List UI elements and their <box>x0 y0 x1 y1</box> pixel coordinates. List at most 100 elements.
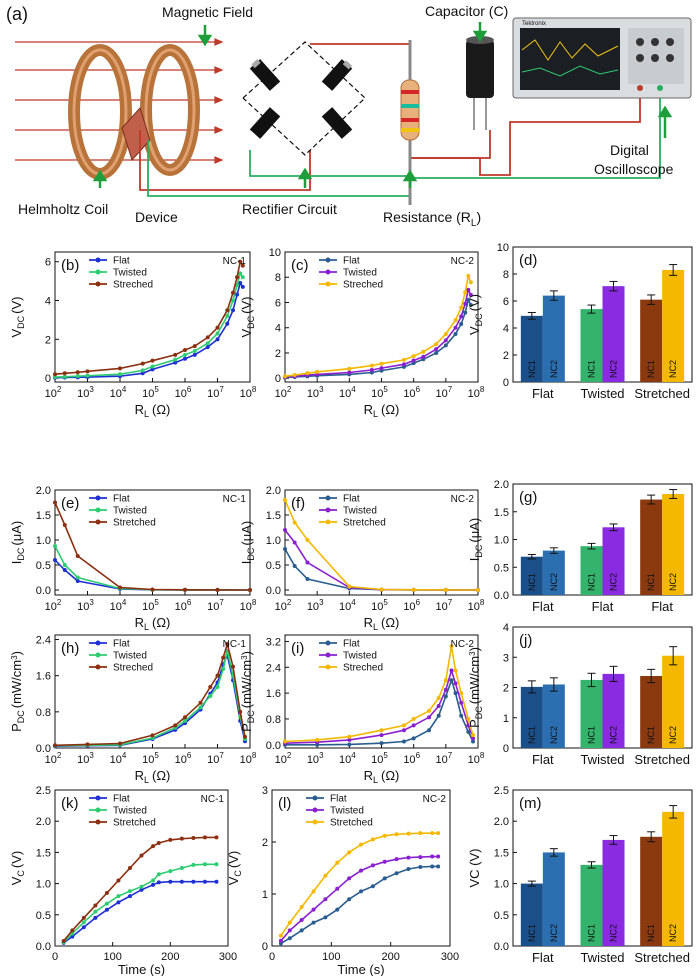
bar-label: NC2 <box>549 924 559 942</box>
data-point <box>411 723 416 728</box>
bar <box>580 864 603 946</box>
data-point <box>240 263 245 268</box>
y-axis-label: PDC(mW/cm3) <box>9 651 26 732</box>
x-tick-label: 106 <box>403 598 420 613</box>
data-point <box>335 860 340 865</box>
y-tick-label: 0.0 <box>36 941 51 953</box>
y-tick-label: 0 <box>503 743 509 755</box>
data-point <box>394 832 399 837</box>
legend-marker <box>95 507 101 513</box>
x-tick-label: 107 <box>207 598 224 613</box>
legend-entry: Twisted <box>330 806 364 817</box>
data-point <box>62 371 67 376</box>
series-line-2 <box>280 832 439 937</box>
x-tick-label: 102 <box>45 598 62 613</box>
data-point <box>347 897 352 902</box>
y-tick-label: 0.5 <box>494 562 509 574</box>
y-tick-label: 0.5 <box>36 910 51 922</box>
data-point <box>231 308 236 313</box>
data-point <box>81 915 86 920</box>
x-tick-label: 107 <box>435 751 452 766</box>
x-axis-label: RL (Ω) <box>364 402 400 419</box>
data-point <box>183 356 187 361</box>
data-point <box>242 734 247 739</box>
data-point <box>453 325 458 330</box>
data-point <box>299 928 304 933</box>
data-point <box>202 835 207 840</box>
legend-marker <box>95 281 101 287</box>
x-tick-label: 103 <box>307 385 324 400</box>
x-tick-label: 103 <box>77 385 94 400</box>
data-point <box>449 668 454 673</box>
y-tick-label: 2.5 <box>36 785 51 797</box>
y-tick-label: 2.0 <box>36 816 51 828</box>
y-tick-label: 2.5 <box>494 785 509 797</box>
x-tick-label: 103 <box>307 751 324 766</box>
chart-i: 0.0 0.8 1.6 2.4 3.2 PDC(mW/cm3) (i) 102 103 104 10… <box>239 634 485 785</box>
data-point <box>459 305 464 310</box>
data-point <box>427 708 432 713</box>
bar-label: NC1 <box>646 924 656 942</box>
panel-label: (l) <box>278 795 291 812</box>
data-point <box>370 863 375 868</box>
legend-entry: Twisted <box>343 506 377 517</box>
data-point <box>335 886 340 891</box>
data-point <box>453 668 458 673</box>
x-tick-label: 106 <box>403 751 420 766</box>
legend-marker <box>325 507 331 513</box>
x-tick-label: 0 <box>269 951 275 963</box>
bar <box>640 499 663 595</box>
series-line-2 <box>54 641 246 747</box>
data-point <box>215 325 220 330</box>
y-tick-label: 0.8 <box>266 714 281 726</box>
data-point <box>104 907 109 912</box>
data-point <box>202 862 207 867</box>
data-point <box>53 743 57 748</box>
bar-label: NC1 <box>527 360 537 378</box>
data-point <box>248 587 252 592</box>
data-point <box>225 321 230 326</box>
legend-marker <box>95 269 101 275</box>
data-point <box>198 700 203 705</box>
bar <box>662 269 685 382</box>
legend-marker <box>95 652 101 658</box>
data-point <box>238 281 243 286</box>
data-point <box>443 338 448 343</box>
x-tick-label: 106 <box>175 385 192 400</box>
data-point <box>238 271 243 276</box>
data-point <box>116 894 121 899</box>
legend-entry: Flat <box>113 639 130 650</box>
legend-entry: Stretched <box>113 818 156 829</box>
bar <box>580 309 603 382</box>
x-tick-label: 105 <box>142 751 159 766</box>
y-tick-label: 1.0 <box>494 535 509 547</box>
data-point <box>379 733 384 738</box>
bar <box>602 527 625 595</box>
data-point <box>53 375 57 380</box>
data-point <box>394 871 399 876</box>
x-tick-label: 107 <box>435 598 452 613</box>
data-point <box>430 854 435 859</box>
bar <box>602 839 625 946</box>
y-tick-label: 1.5 <box>494 847 509 859</box>
data-point <box>139 887 144 892</box>
y-tick-label: 6 <box>503 296 509 308</box>
data-point <box>150 587 155 592</box>
data-point <box>221 666 226 671</box>
panel-label: (k) <box>61 795 79 812</box>
bar-label: NC1 <box>646 573 656 591</box>
legend-marker <box>325 519 331 525</box>
x-tick-label: 105 <box>371 751 388 766</box>
chart-e: 0.0 0.5 1.0 1.5 2.0 IDC(μA) (e) 102 103 104 105 106… <box>9 485 257 632</box>
x-tick-label: 102 <box>45 385 62 400</box>
data-point <box>62 374 67 379</box>
data-point <box>287 920 292 925</box>
data-point <box>61 939 66 944</box>
device-label: Device <box>135 209 178 225</box>
x-tick-label: 108 <box>468 598 485 613</box>
legend-entry: Flat <box>343 639 360 650</box>
panel-label: (b) <box>61 257 79 274</box>
data-point <box>347 876 352 881</box>
legend-marker <box>95 795 101 801</box>
